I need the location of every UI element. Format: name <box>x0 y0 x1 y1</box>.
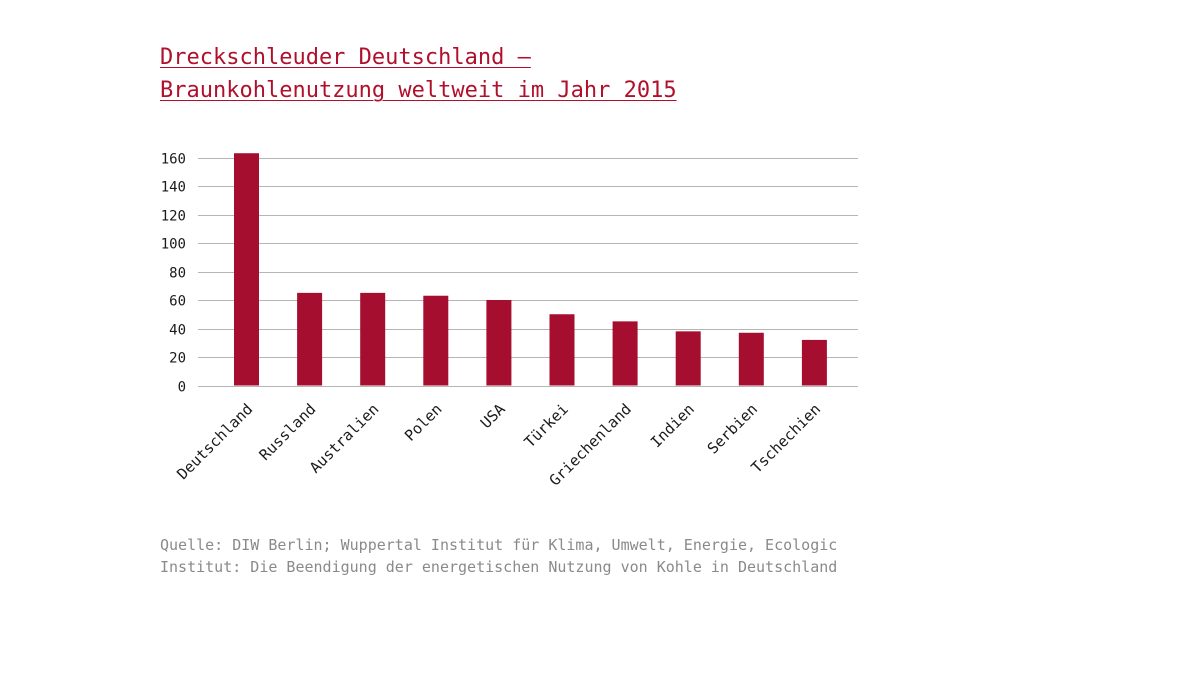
bar-indien <box>675 331 701 386</box>
y-tick-label-0: 0 <box>178 380 186 396</box>
bar-chart: 0 20 40 60 80 100 120 140 160 Deutschland Russlan… <box>161 152 858 489</box>
bar-russland <box>297 292 323 386</box>
x-tick-label-deutschland: Deutschland <box>173 400 256 483</box>
y-tick-label-40: 40 <box>169 323 186 339</box>
x-tick-label-indien: Indien <box>647 400 698 451</box>
x-tick-label-russland: Russland <box>256 400 320 464</box>
bar-griechenland <box>612 321 638 386</box>
bars <box>234 153 827 386</box>
gridlines <box>198 158 858 387</box>
chart-title: Dreckschleuder Deutschland – Braunkohlen… <box>160 41 677 107</box>
y-tick-label-140: 140 <box>161 180 186 196</box>
y-tick-label-120: 120 <box>161 209 186 225</box>
y-tick-label-100: 100 <box>161 237 186 253</box>
y-tick-label-60: 60 <box>169 294 186 310</box>
source-line-2: Institut: Die Beendigung der energetisch… <box>160 558 838 576</box>
bar-usa <box>486 300 512 386</box>
y-axis-tick-labels: 0 20 40 60 80 100 120 140 160 <box>161 152 186 396</box>
bar-t-rkei <box>549 314 575 386</box>
y-tick-label-160: 160 <box>161 152 186 168</box>
bar-tschechien <box>801 339 827 386</box>
bar-serbien <box>738 332 764 386</box>
y-tick-label-80: 80 <box>169 266 186 282</box>
bar-polen <box>423 295 449 386</box>
source-line-1: Quelle: DIW Berlin; Wuppertal Institut f… <box>160 536 838 554</box>
x-tick-label-usa: USA <box>477 400 509 432</box>
y-tick-label-20: 20 <box>169 351 186 367</box>
chart-title-line-2: Braunkohlenutzung weltweit im Jahr 2015 <box>160 78 677 103</box>
x-tick-label-t-rkei: Türkei <box>521 400 572 451</box>
x-tick-label-polen: Polen <box>401 400 446 445</box>
bar-australien <box>360 292 386 386</box>
bar-deutschland <box>234 153 259 386</box>
chart-title-line-1: Dreckschleuder Deutschland – <box>160 45 531 70</box>
x-tick-label-serbien: Serbien <box>704 400 761 457</box>
source-note: Quelle: DIW Berlin; Wuppertal Institut f… <box>160 534 837 578</box>
